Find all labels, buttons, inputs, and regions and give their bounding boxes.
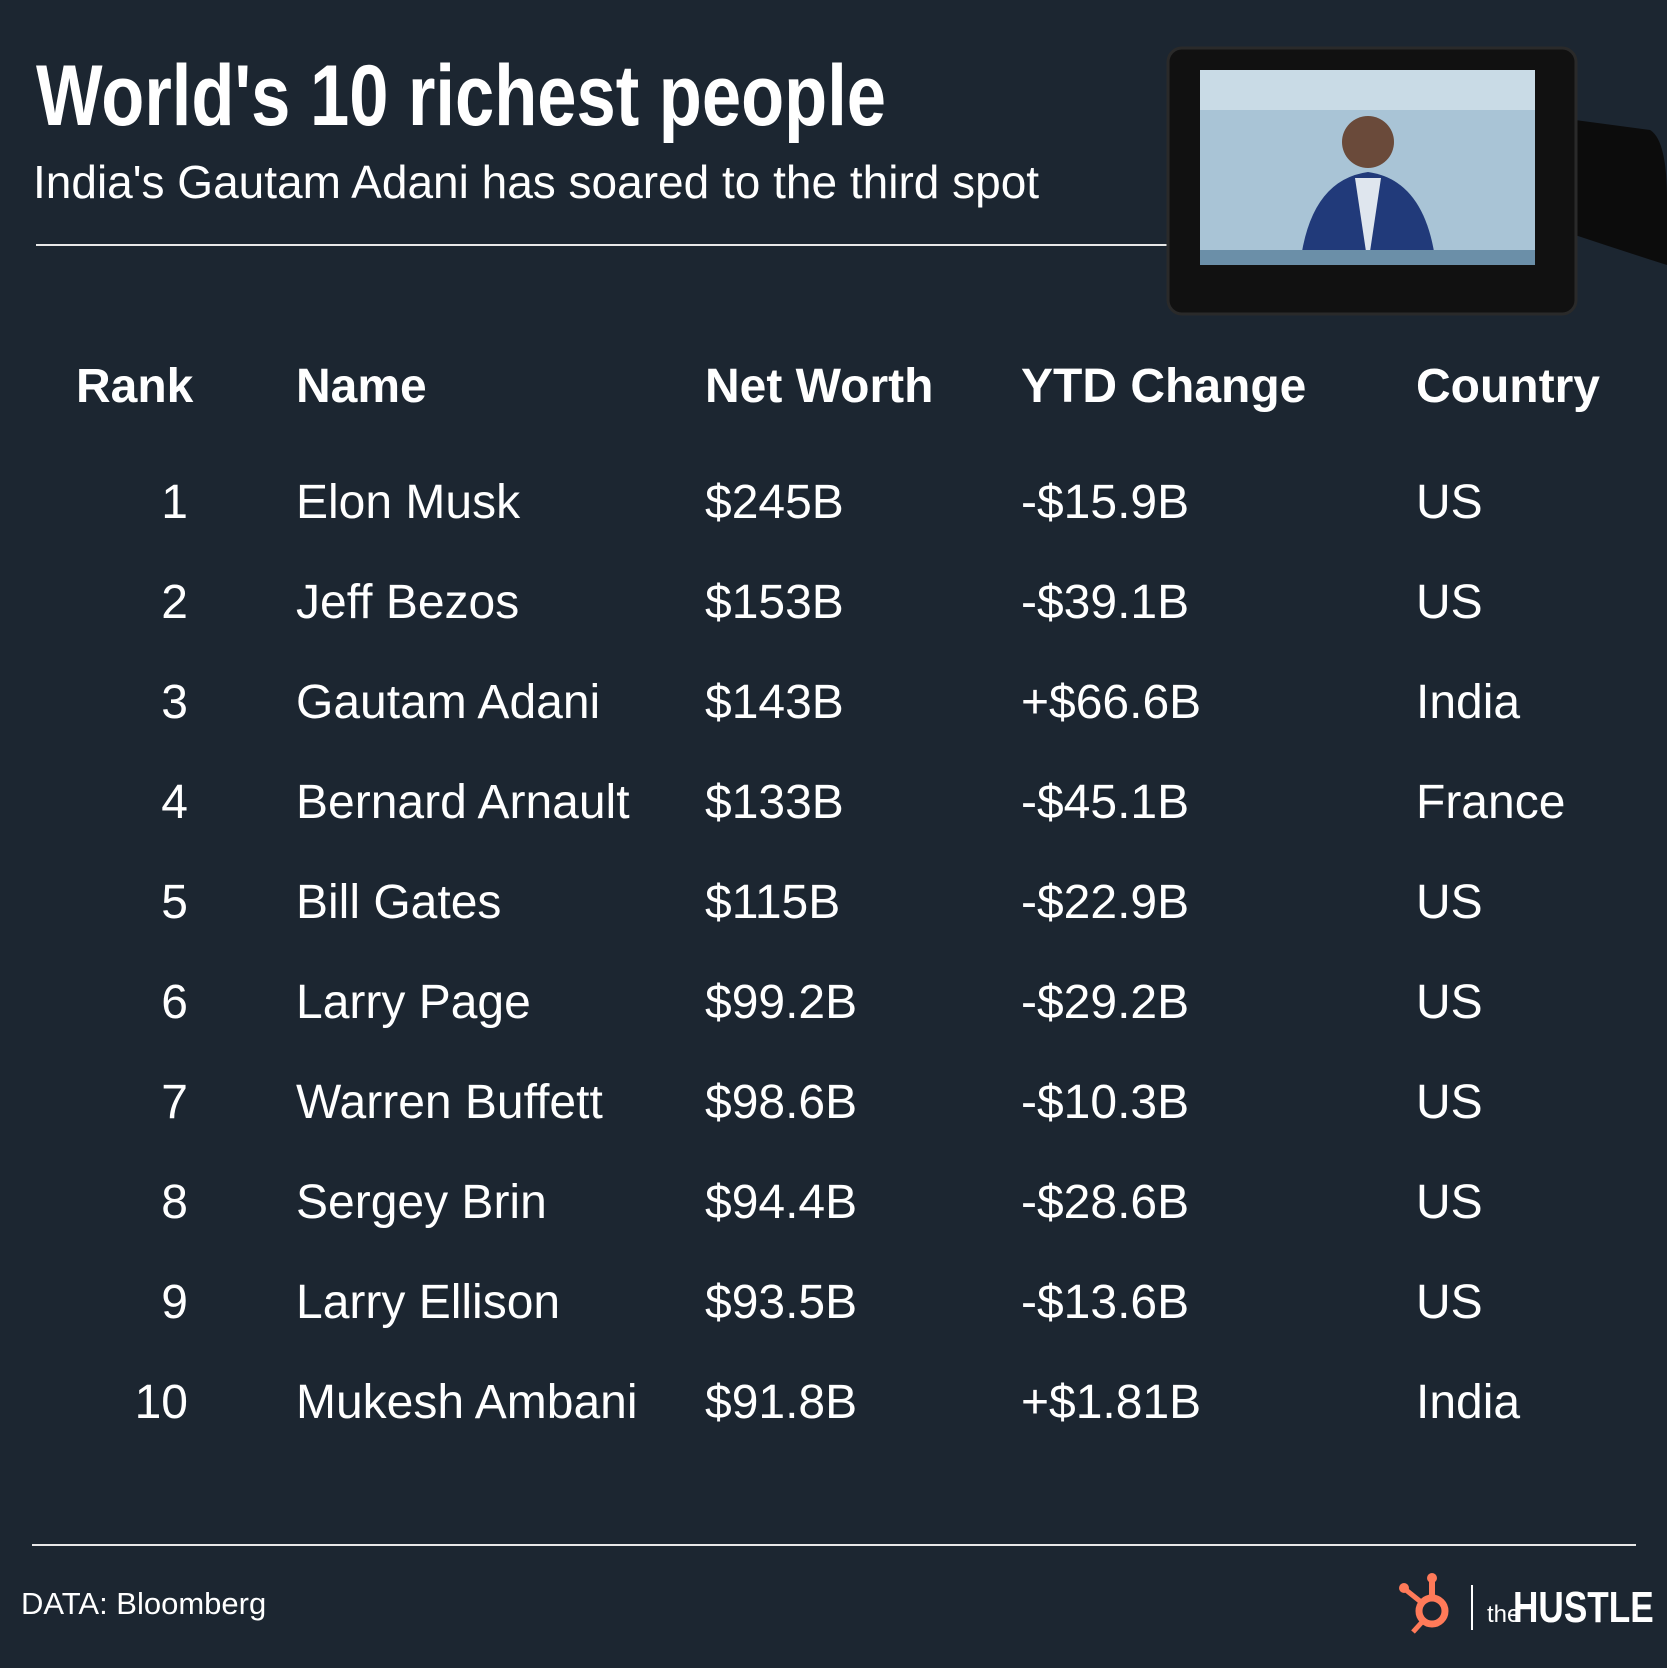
rank-cell: 6 <box>161 976 188 1029</box>
ytd-change-cell: -$39.1B <box>1021 576 1189 629</box>
net-worth-cell: $93.5B <box>705 1276 857 1329</box>
net-worth-cell: $115B <box>705 876 840 929</box>
column-header: YTD Change <box>1021 360 1306 413</box>
ytd-change-cell: +$1.81B <box>1021 1376 1201 1429</box>
ytd-change-cell: +$66.6B <box>1021 676 1201 729</box>
source: DATA: Bloomberg <box>21 1586 266 1621</box>
ytd-change-cell: -$29.2B <box>1021 976 1189 1029</box>
country-cell: India <box>1416 676 1520 729</box>
name-cell: Mukesh Ambani <box>296 1376 638 1429</box>
name-cell: Bernard Arnault <box>296 776 630 829</box>
name-cell: Larry Page <box>296 976 531 1029</box>
rank-cell: 10 <box>135 1376 188 1429</box>
net-worth-cell: $98.6B <box>705 1076 857 1129</box>
rank-cell: 5 <box>161 876 188 929</box>
brand: HUSTLE <box>1513 1583 1654 1632</box>
name-cell: Elon Musk <box>296 476 521 529</box>
column-header: Name <box>296 360 427 413</box>
ytd-change-cell: -$22.9B <box>1021 876 1189 929</box>
net-worth-cell: $143B <box>705 676 844 729</box>
net-worth-cell: $133B <box>705 776 844 829</box>
net-worth-cell: $94.4B <box>705 1176 857 1229</box>
column-header: Net Worth <box>705 360 933 413</box>
country-cell: US <box>1416 476 1483 529</box>
country-cell: France <box>1416 776 1565 829</box>
name-cell: Sergey Brin <box>296 1176 547 1229</box>
country-cell: US <box>1416 1276 1483 1329</box>
net-worth-cell: $99.2B <box>705 976 857 1029</box>
rank-cell: 1 <box>161 476 188 529</box>
country-cell: US <box>1416 576 1483 629</box>
rank-cell: 9 <box>161 1276 188 1329</box>
brand-small: the <box>1487 1601 1520 1628</box>
ytd-change-cell: -$10.3B <box>1021 1076 1189 1129</box>
net-worth-cell: $153B <box>705 576 844 629</box>
column-header: Rank <box>76 360 194 413</box>
country-cell: US <box>1416 976 1483 1029</box>
ytd-change-cell: -$13.6B <box>1021 1276 1189 1329</box>
net-worth-cell: $91.8B <box>705 1376 857 1429</box>
name-cell: Gautam Adani <box>296 676 600 729</box>
rank-cell: 7 <box>161 1076 188 1129</box>
camera-photo <box>1166 46 1667 316</box>
country-cell: US <box>1416 1176 1483 1229</box>
name-cell: Larry Ellison <box>296 1276 560 1329</box>
ytd-change-cell: -$45.1B <box>1021 776 1189 829</box>
ytd-change-cell: -$28.6B <box>1021 1176 1189 1229</box>
hubspot-logo <box>1399 1573 1449 1634</box>
net-worth-cell: $245B <box>705 476 844 529</box>
name-cell: Warren Buffett <box>296 1076 603 1129</box>
rank-cell: 3 <box>161 676 188 729</box>
subtitle: India's Gautam Adani has soared to the t… <box>33 156 1039 208</box>
name-cell: Jeff Bezos <box>296 576 519 629</box>
rank-cell: 2 <box>161 576 188 629</box>
country-cell: US <box>1416 1076 1483 1129</box>
ytd-change-cell: -$15.9B <box>1021 476 1189 529</box>
rank-cell: 8 <box>161 1176 188 1229</box>
country-cell: US <box>1416 876 1483 929</box>
name-cell: Bill Gates <box>296 876 501 929</box>
column-header: Country <box>1416 360 1600 413</box>
title: World's 10 richest people <box>36 47 886 143</box>
rank-cell: 4 <box>161 776 188 829</box>
country-cell: India <box>1416 1376 1520 1429</box>
